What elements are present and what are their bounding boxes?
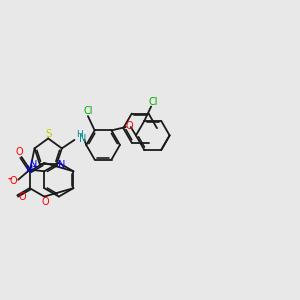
Text: N: N	[80, 134, 87, 144]
Text: +: +	[31, 162, 37, 171]
Text: -: -	[7, 174, 12, 184]
Text: O: O	[16, 147, 23, 157]
Text: O: O	[126, 121, 134, 131]
Text: Cl: Cl	[83, 106, 93, 116]
Text: Cl: Cl	[148, 97, 158, 106]
Text: H: H	[76, 130, 83, 140]
Text: N: N	[30, 160, 38, 170]
Text: O: O	[9, 176, 17, 186]
Text: N: N	[58, 160, 65, 170]
Text: S: S	[45, 128, 52, 139]
Text: O: O	[18, 192, 26, 202]
Text: O: O	[41, 196, 49, 206]
Text: N: N	[26, 165, 34, 175]
